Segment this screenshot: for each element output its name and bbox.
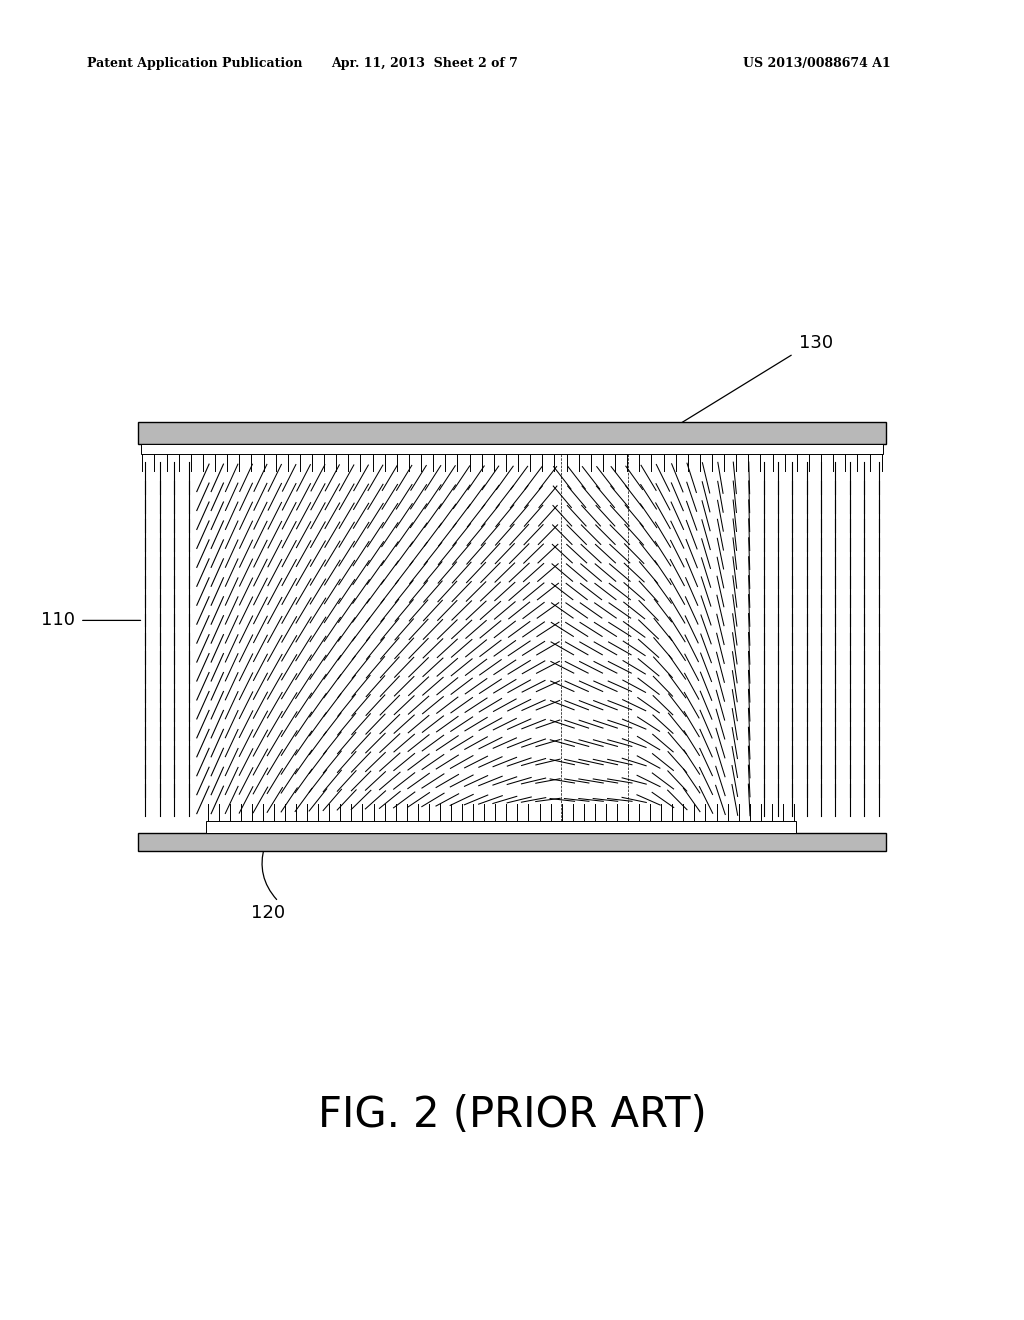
Text: Apr. 11, 2013  Sheet 2 of 7: Apr. 11, 2013 Sheet 2 of 7 (332, 57, 518, 70)
Text: Patent Application Publication: Patent Application Publication (87, 57, 302, 70)
Text: 130: 130 (799, 334, 833, 352)
Text: FIG. 2 (PRIOR ART): FIG. 2 (PRIOR ART) (317, 1094, 707, 1137)
Bar (138, 422, 886, 444)
Text: 120: 120 (251, 904, 286, 923)
Text: US 2013/0088674 A1: US 2013/0088674 A1 (743, 57, 891, 70)
Bar (138, 833, 886, 851)
Bar (206, 821, 796, 833)
Text: 110: 110 (41, 611, 75, 630)
Bar (141, 444, 883, 454)
